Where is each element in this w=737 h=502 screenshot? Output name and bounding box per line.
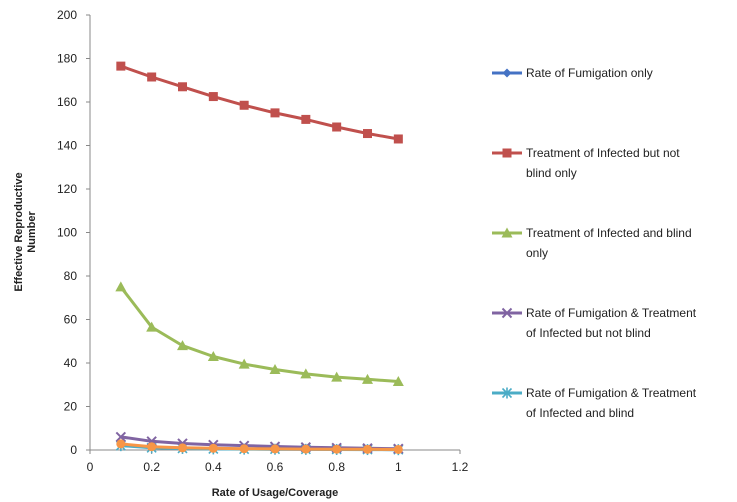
x-tick-label: 1.2 (452, 460, 469, 474)
legend-item-2: Treatment of Infected but not blind only (492, 146, 680, 180)
series-3 (115, 281, 404, 386)
data-point (147, 442, 157, 452)
data-point (300, 368, 312, 379)
y-axis-title: Effective Reproductive Number (13, 172, 38, 291)
y-tick-label: 20 (64, 400, 78, 414)
data-point (362, 373, 373, 384)
legend-label: only (526, 246, 548, 260)
series-2 (116, 61, 403, 144)
data-point (116, 439, 126, 449)
data-point (146, 321, 158, 332)
legend-marker (502, 148, 512, 158)
data-point (270, 444, 280, 454)
data-point (270, 108, 280, 118)
data-point (147, 72, 157, 82)
legend-label: Rate of Fumigation only (526, 66, 653, 80)
data-point (177, 340, 188, 351)
data-point (178, 443, 187, 453)
y-tick-label: 60 (64, 313, 78, 327)
legend-label: Rate of Fumigation & Treatment (526, 306, 697, 320)
legend: Rate of Fumigation only Treatment of Infe… (492, 66, 697, 420)
x-tick-label: 0 (87, 460, 94, 474)
legend-label: of Infected and blind (526, 406, 634, 420)
y-tick-label: 180 (57, 52, 77, 66)
data-point (116, 61, 126, 71)
legend-label: Treatment of Infected but not (526, 146, 680, 160)
legend-item-3: Treatment of Infected and blind only (492, 226, 692, 260)
marker-stroke (501, 307, 513, 319)
data-point (393, 134, 403, 144)
data-point (238, 358, 250, 369)
data-point (301, 444, 311, 454)
y-tick-label: 0 (70, 443, 77, 457)
tick-labels: 0 0.2 0.4 0.6 0.8 1 1.2 0 20 40 60 80 100 120 140 160 18… (57, 8, 469, 474)
legend-marker (501, 227, 513, 238)
y-tick-label: 40 (64, 356, 78, 370)
data-point (239, 100, 249, 110)
axes (89, 15, 460, 451)
legend-item-4: Rate of Fumigation & Treatment of Infecte… (492, 306, 697, 340)
data-point (332, 122, 342, 132)
data-point (363, 444, 372, 454)
data-point (331, 371, 343, 382)
y-axis-title-line: Number (26, 211, 38, 253)
data-point (115, 431, 127, 443)
data-point (208, 92, 218, 102)
plot-area (115, 61, 404, 456)
legend-item-1: Rate of Fumigation only (492, 66, 653, 80)
data-point (301, 114, 311, 124)
y-tick-label: 160 (57, 95, 77, 109)
marker-stroke (115, 431, 127, 443)
y-axis-title-line: Effective Reproductive (13, 172, 25, 291)
x-tick-label: 1 (395, 460, 402, 474)
y-tick-label: 200 (57, 8, 77, 22)
series-line (120, 442, 399, 451)
x-tick-label: 0.8 (328, 460, 345, 474)
series-6 (116, 439, 403, 454)
legend-label: Rate of Fumigation & Treatment (526, 386, 697, 400)
legend-label: of Infected but not blind (526, 326, 651, 340)
x-axis-title: Rate of Usage/Coverage (212, 487, 339, 499)
x-tick-label: 0.2 (143, 460, 160, 474)
legend-label: Treatment of Infected and blind (526, 226, 692, 240)
y-tick-label: 120 (57, 182, 77, 196)
data-point (207, 350, 219, 361)
data-point (239, 444, 249, 454)
x-tick-label: 0.4 (205, 460, 222, 474)
data-point (208, 443, 218, 453)
y-tick-label: 80 (64, 269, 78, 283)
x-tick-label: 0.6 (267, 460, 284, 474)
data-point (332, 444, 342, 454)
y-tick-label: 100 (57, 226, 77, 240)
data-point (178, 82, 187, 92)
data-point (393, 444, 403, 454)
legend-marker (501, 387, 513, 399)
legend-marker (502, 68, 512, 78)
series-line (119, 285, 399, 383)
data-point (392, 375, 404, 386)
data-point (363, 129, 372, 139)
legend-marker (501, 307, 513, 319)
data-point (115, 281, 127, 292)
data-point (269, 364, 281, 375)
series-line (120, 64, 399, 141)
legend-label: blind only (526, 166, 577, 180)
legend-item-5: Rate of Fumigation & Treatment of Infecte… (492, 386, 697, 420)
y-tick-label: 140 (57, 139, 77, 153)
